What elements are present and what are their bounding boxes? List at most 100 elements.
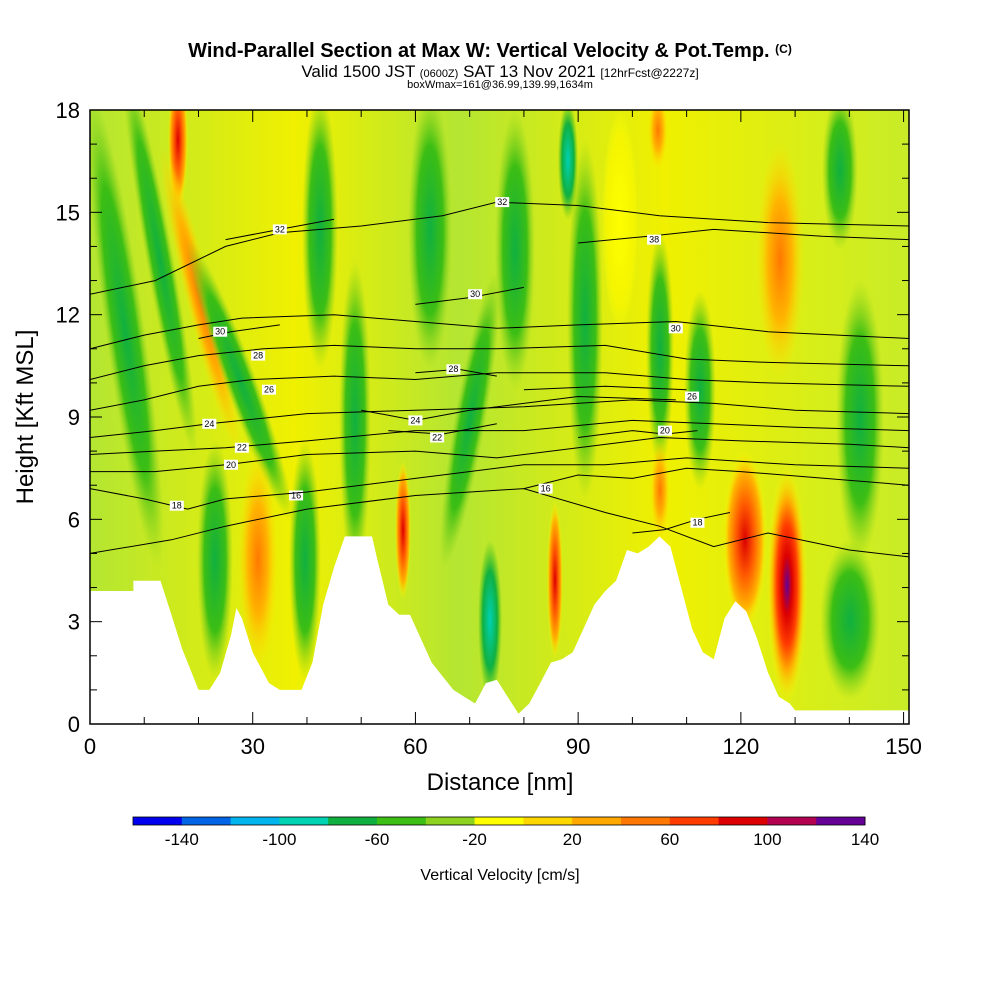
- colorbar-label: Vertical Velocity [cm/s]: [420, 867, 579, 884]
- contour-label: 32: [275, 224, 285, 234]
- colorbar-swatch: [133, 817, 183, 825]
- contour-label-bg: [234, 442, 249, 453]
- colorbar: -140 -100 -60 -20 20 60 100 140: [132, 816, 879, 849]
- contour-label-bg: [685, 391, 700, 402]
- y-tick-label: 6: [68, 507, 80, 532]
- theta-contour-8: [90, 399, 909, 438]
- colorbar-swatch: [181, 817, 232, 825]
- colorbar-swatch: [621, 817, 671, 825]
- contour-label-bg: [251, 350, 266, 361]
- colorbar-swatch: [377, 817, 427, 825]
- theta-contour-3: [632, 512, 731, 534]
- contour-label: 16: [291, 490, 301, 500]
- theta-contour-9: [361, 395, 676, 421]
- x-tick-label: 0: [84, 734, 96, 759]
- contour-label: 28: [448, 364, 458, 374]
- theta-contour-6: [90, 419, 909, 455]
- contour-label: 16: [541, 484, 551, 494]
- contour-label: 24: [410, 415, 420, 425]
- contour-label-bg: [289, 490, 304, 501]
- theta-contour-14: [90, 314, 909, 350]
- contour-label: 20: [660, 426, 670, 436]
- colorbar-swatch: [425, 817, 476, 825]
- colorbar-swatch: [523, 817, 573, 825]
- colorbar-swatch: [328, 817, 378, 825]
- x-tick-label: 150: [885, 734, 922, 759]
- colorbar-frame: [132, 816, 866, 826]
- contour-label: 30: [671, 323, 681, 333]
- theta-contour-4: [90, 436, 909, 473]
- colorbar-tick-label: 20: [563, 830, 582, 849]
- contour-label-bg: [169, 500, 184, 511]
- contour-label-bg: [690, 517, 705, 528]
- colorbar-swatch: [572, 817, 622, 825]
- contour-label: 26: [687, 392, 697, 402]
- theta-contour-10: [90, 372, 909, 411]
- contour-label-bg: [430, 432, 445, 443]
- colorbar-tick-label: -100: [262, 830, 296, 849]
- y-axis-label: Height [Kft MSL]: [12, 330, 39, 505]
- contour-label: 28: [253, 351, 263, 361]
- contour-label: 26: [264, 385, 274, 395]
- chart-title: Wind-Parallel Section at Max W: Vertical…: [188, 40, 792, 62]
- x-axis-label: Distance [nm]: [427, 769, 574, 796]
- chart-subtitle: Valid 1500 JST (0600Z) SAT 13 Nov 2021 […: [301, 62, 698, 81]
- contour-label: 22: [237, 443, 247, 453]
- axis-ticks: 0 30 60 90 120 150 0 3 6 9 12 15 18: [56, 98, 922, 759]
- colorbar-swatch: [767, 817, 817, 825]
- y-tick-label: 3: [68, 610, 80, 635]
- contour-label-bg: [202, 418, 217, 429]
- terrain-mask: [90, 536, 909, 724]
- colorbar-swatch: [669, 817, 720, 825]
- colorbar-swatch: [474, 817, 524, 825]
- contour-label: 30: [215, 327, 225, 337]
- contour-label: 24: [204, 419, 214, 429]
- colorbar-swatch: [816, 817, 866, 825]
- contour-label: 32: [497, 197, 507, 207]
- contour-label-bg: [495, 197, 510, 208]
- x-tick-label: 30: [240, 734, 264, 759]
- theta-contour-17: [90, 201, 909, 295]
- theta-contour-12: [90, 344, 909, 380]
- contour-label-bg: [538, 483, 553, 494]
- y-tick-label: 18: [56, 98, 80, 123]
- theta-contour-15: [198, 324, 280, 339]
- theta-contour-11: [523, 385, 687, 391]
- contour-label-bg: [272, 224, 287, 235]
- contour-label-bg: [213, 326, 228, 337]
- colorbar-tick-label: -140: [165, 830, 199, 849]
- y-tick-label: 9: [68, 405, 80, 430]
- y-tick-label: 15: [56, 200, 80, 225]
- velocity-shading: [90, 110, 884, 705]
- theta-contour-0: [90, 488, 909, 558]
- contour-label-bg: [647, 234, 662, 245]
- contour-label-bg: [668, 323, 683, 334]
- contour-label-bg: [408, 415, 423, 426]
- boxwmax-label: boxWmax=161@36.99,139.99,1634m: [407, 79, 593, 91]
- colorbar-tick-label: 60: [660, 830, 679, 849]
- theta-contour-1: [523, 467, 909, 490]
- colorbar-swatch: [718, 817, 768, 825]
- y-tick-label: 12: [56, 303, 80, 328]
- contour-label: 38: [649, 235, 659, 245]
- contour-label: 30: [470, 289, 480, 299]
- colorbar-swatch: [230, 817, 280, 825]
- copyright-mark: (C): [775, 42, 792, 56]
- colorbar-tick-label: -20: [462, 830, 487, 849]
- x-tick-label: 90: [566, 734, 590, 759]
- contour-label: 20: [226, 460, 236, 470]
- x-tick-label: 120: [723, 734, 760, 759]
- theta-contour-5: [578, 430, 698, 438]
- y-tick-label: 0: [68, 712, 80, 737]
- theta-contour-19: [578, 228, 909, 244]
- colorbar-tick-label: 140: [851, 830, 879, 849]
- contour-label-bg: [468, 289, 483, 300]
- contour-label-bg: [261, 384, 276, 395]
- contour-label-bg: [657, 425, 672, 436]
- x-tick-label: 60: [403, 734, 427, 759]
- contour-label-bg: [224, 459, 239, 470]
- contour-label: 18: [692, 518, 702, 528]
